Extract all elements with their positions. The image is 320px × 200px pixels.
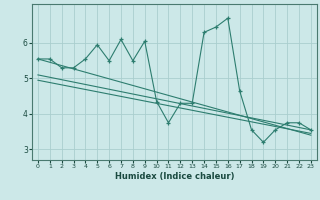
X-axis label: Humidex (Indice chaleur): Humidex (Indice chaleur) (115, 172, 234, 181)
